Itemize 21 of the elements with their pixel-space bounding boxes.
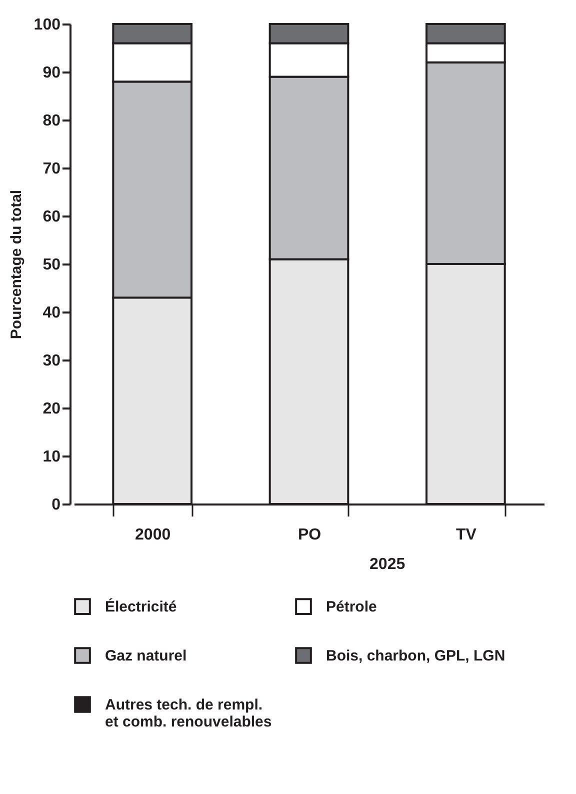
x-tick-label: PO <box>298 526 322 544</box>
y-axis-title: Pourcentage du total <box>8 190 25 340</box>
y-tick-label: 30 <box>42 352 61 370</box>
legend-label: Bois, charbon, GPL, LGN <box>326 648 506 664</box>
y-tick-label: 10 <box>42 448 61 466</box>
y-tick-label: 40 <box>42 304 61 322</box>
y-tick-label: 60 <box>42 208 61 226</box>
x-tick-label: TV <box>456 526 477 544</box>
y-tick-label: 80 <box>42 112 61 130</box>
legend-label: Autres tech. de rempl. et comb. renouvelables <box>105 696 272 730</box>
y-tick-label: 70 <box>42 160 61 178</box>
y-tick-label: 90 <box>42 64 61 82</box>
legend-label: Électricité <box>105 598 177 616</box>
text: 2025 <box>370 556 406 573</box>
y-tick-label: 20 <box>42 400 61 418</box>
x-tick-label: 2000 <box>135 526 171 544</box>
legend-label: Gaz naturel <box>105 648 187 664</box>
y-tick-label: 0 <box>52 496 61 514</box>
y-tick-label: 50 <box>42 256 61 274</box>
y-tick-label: 100 <box>34 16 61 34</box>
legend-label: Pétrole <box>326 598 377 616</box>
